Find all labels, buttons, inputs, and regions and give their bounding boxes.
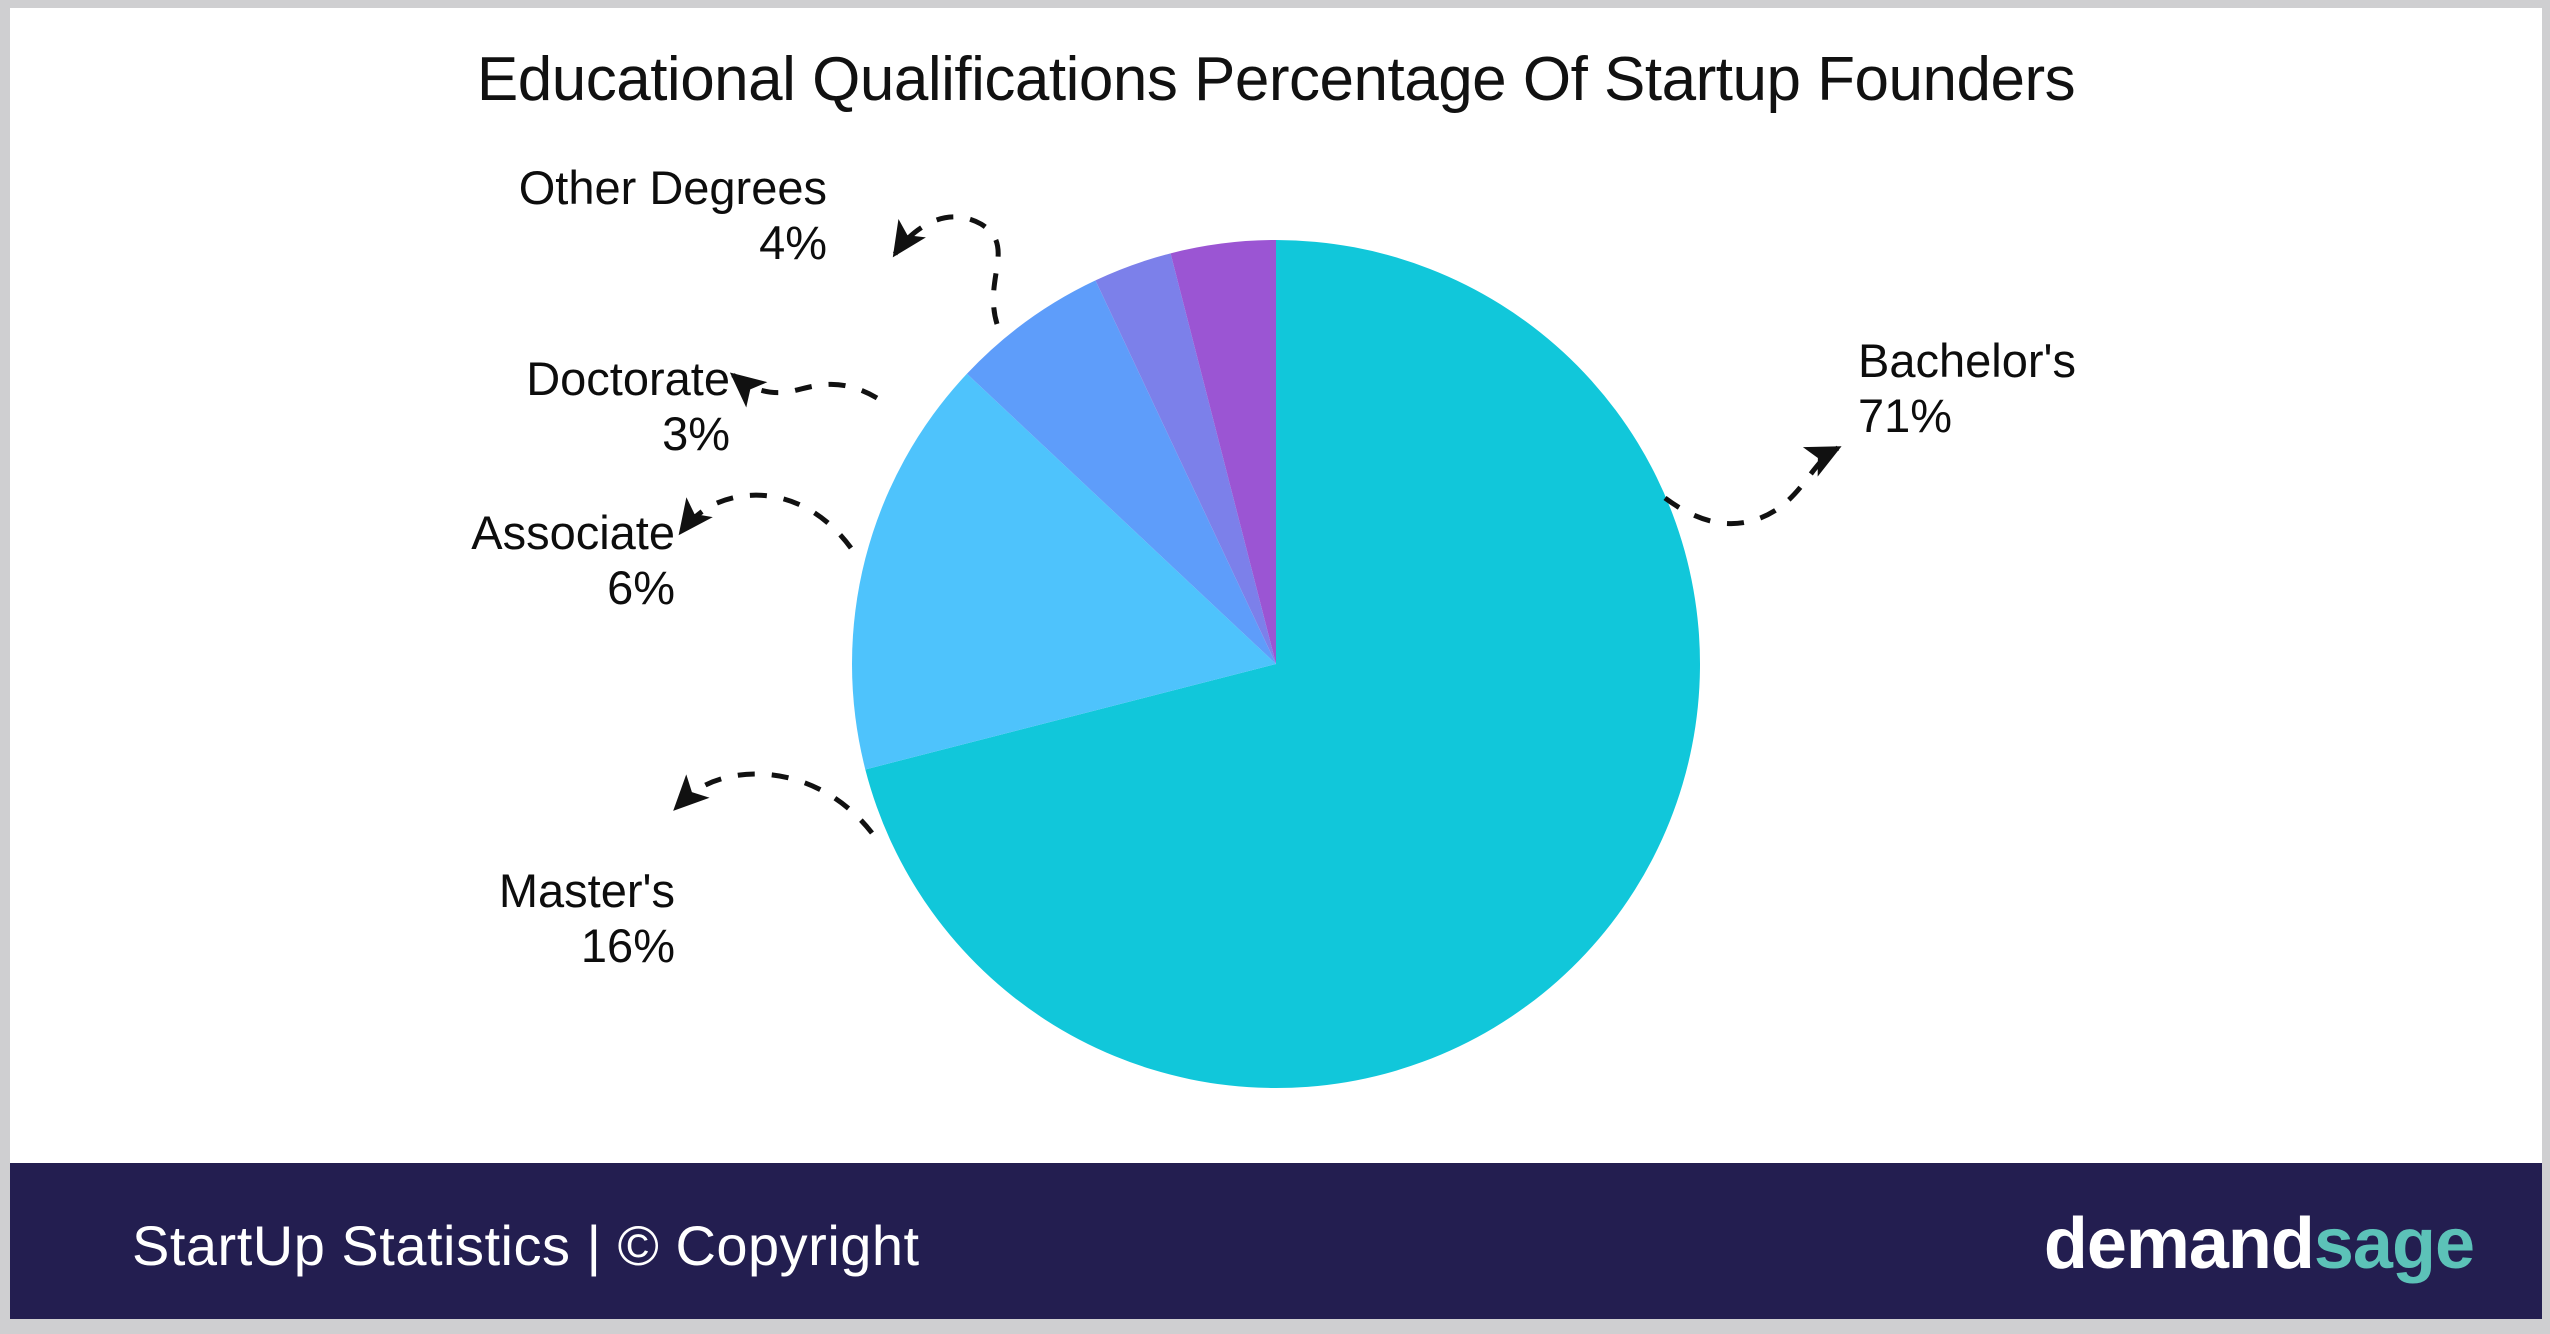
callout-pct-associate: 6% [607,561,675,615]
callout-label-doctorate: Doctorate 3% [526,351,730,462]
callout-pct-bachelors: 71% [1858,389,1953,443]
callout-name-doctorate: Doctorate [526,352,730,405]
footer-caption: StartUp Statistics | © Copyright [132,1214,920,1277]
brand-demand: demand [2043,1204,2315,1284]
callout-pct-other-degrees: 4% [759,216,827,270]
page-title: Educational Qualifications Percentage Of… [476,45,2076,114]
footer-bar: StartUp Statistics | © Copyright demands… [10,1163,2542,1319]
leader-masters [673,771,874,835]
callout-pct-doctorate: 3% [662,407,730,461]
pie-chart-svg [673,214,1842,1088]
pie-slice-associate[interactable] [966,280,1276,664]
callout-name-other-degrees: Other Degrees [518,161,827,214]
leader-other-degrees [892,214,1001,325]
leader-doctorate [729,372,879,408]
callout-pct-masters: 16% [580,919,675,973]
callout-label-associate: Associate 6% [471,505,675,616]
pie-slice-bachelors[interactable] [865,240,1701,1088]
callout-label-other-degrees: Other Degrees 4% [519,160,827,271]
callout-label-bachelors: Bachelor's 71% [1858,333,2076,444]
pie-slice-other-degrees[interactable] [1170,240,1276,664]
callout-leader-lines [673,214,1842,835]
callout-name-bachelors: Bachelor's [1858,334,2076,387]
callout-name-masters: Master's [498,864,675,917]
pie-slice-doctorate[interactable] [1095,253,1276,664]
leader-associate [678,492,854,550]
pie-slice-masters[interactable] [852,373,1276,770]
callout-name-associate: Associate [471,506,675,559]
leader-bachelors [1663,445,1842,527]
pie-chart-area [10,8,2542,1163]
callout-label-masters: Master's 16% [499,863,675,974]
brand-sage: sage [2313,1204,2475,1284]
demandsage-logo[interactable]: demandsage [2043,1203,2475,1285]
chart-canvas: Educational Qualifications Percentage Of… [10,8,2542,1319]
